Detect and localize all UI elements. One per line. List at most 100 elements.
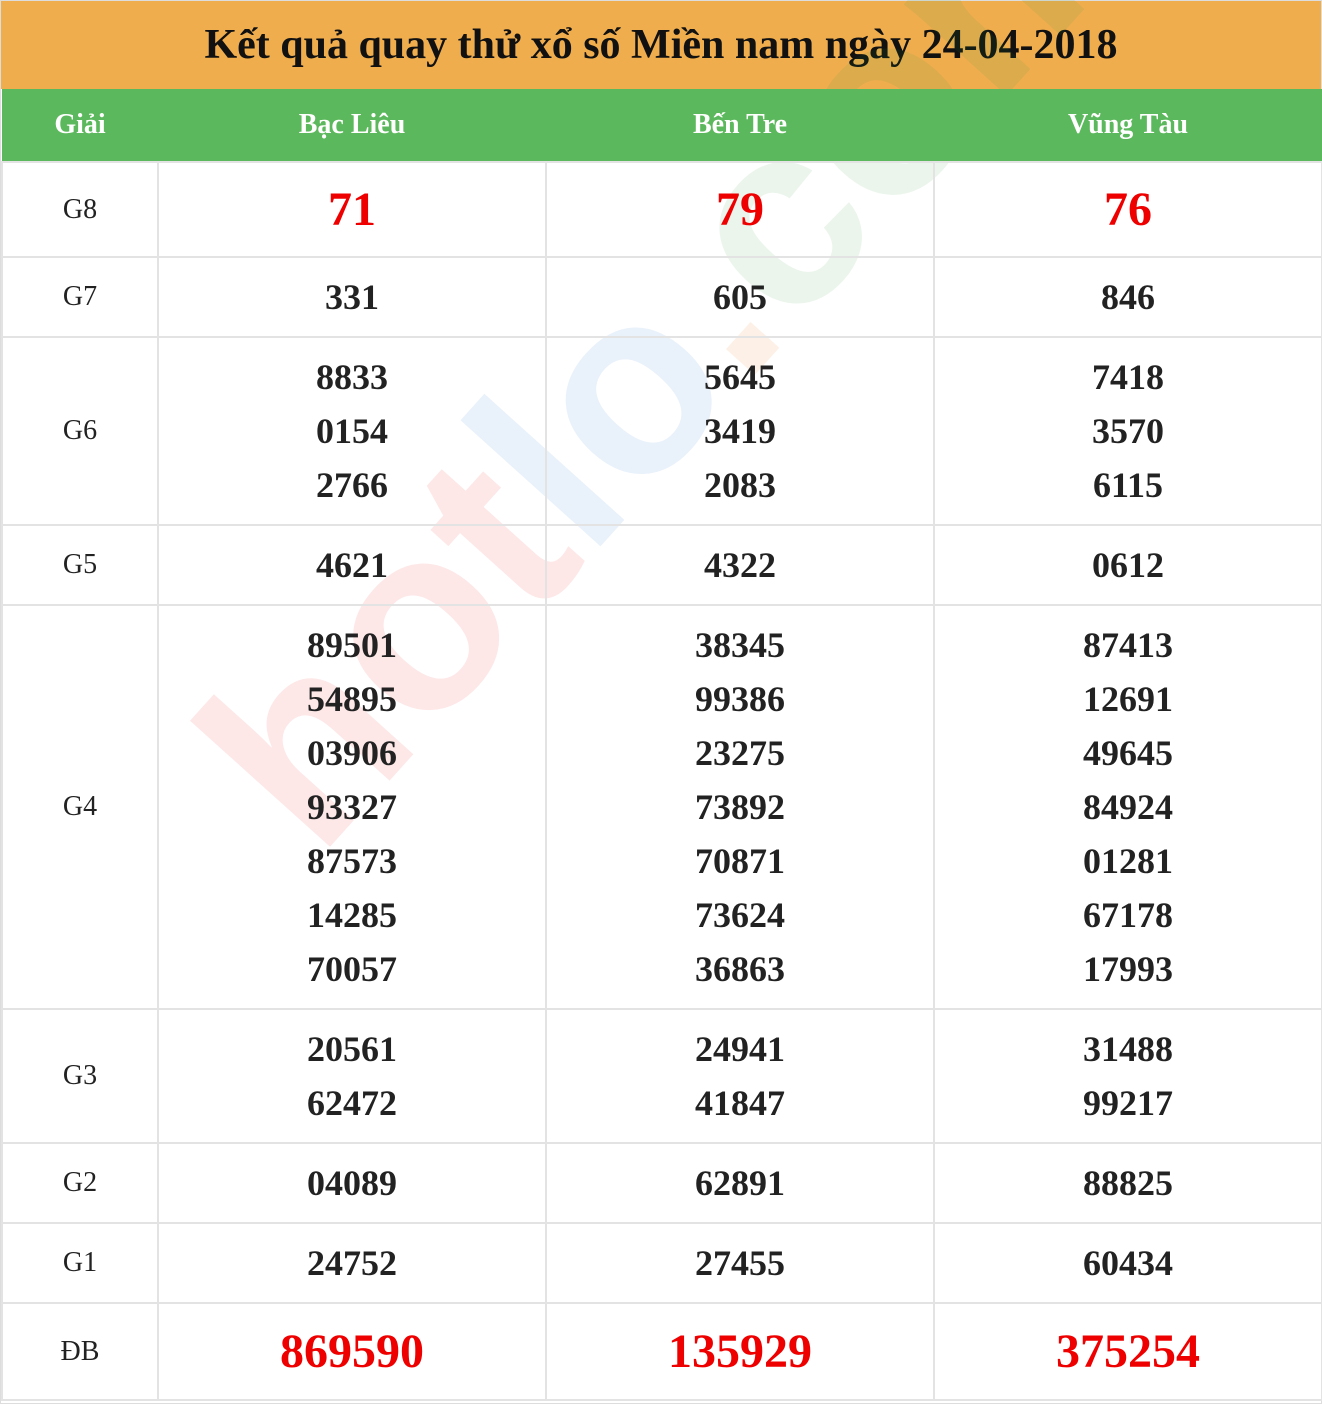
result-number: 8833 <box>316 357 388 397</box>
result-number: 7418 <box>1092 357 1164 397</box>
result-number: 38345 <box>695 625 785 665</box>
table-row: G3 20561 62472 24941 41847 31488 99217 <box>1 1008 1322 1144</box>
results-table: Giải Bạc Liêu Bến Tre Vũng Tàu G8 71 79 76 G… <box>1 89 1322 1401</box>
result-number: 24941 <box>695 1029 785 1069</box>
result-number: 89501 <box>307 625 397 665</box>
result-number: 41847 <box>695 1083 785 1123</box>
result-cell: 24941 41847 <box>545 1008 935 1144</box>
result-number: 4621 <box>316 545 388 585</box>
result-number: 76 <box>1104 182 1152 236</box>
result-number: 3419 <box>704 411 776 451</box>
prize-label: G8 <box>1 161 159 258</box>
result-number: 0612 <box>1092 545 1164 585</box>
column-header-vung-tau: Vũng Tàu <box>934 89 1322 162</box>
result-number: 99386 <box>695 679 785 719</box>
result-cell: 5645 3419 2083 <box>545 336 935 526</box>
column-header-bac-lieu: Bạc Liêu <box>158 89 546 162</box>
result-number: 73624 <box>695 895 785 935</box>
result-number: 36863 <box>695 949 785 989</box>
result-cell: 20561 62472 <box>157 1008 547 1144</box>
result-cell: 27455 <box>545 1222 935 1304</box>
result-cell: 869590 <box>157 1302 547 1401</box>
page-title: Kết quả quay thử xổ số Miền nam ngày 24-… <box>1 1 1321 89</box>
result-number: 6115 <box>1092 465 1163 505</box>
prize-label: G7 <box>1 256 159 338</box>
result-number: 73892 <box>695 787 785 827</box>
prize-label: G6 <box>1 336 159 526</box>
column-header-prize: Giải <box>2 89 158 162</box>
table-row: ĐB 869590 135929 375254 <box>1 1302 1322 1401</box>
result-cell: 76 <box>933 161 1322 258</box>
result-cell: 7418 3570 6115 <box>933 336 1322 526</box>
result-number: 49645 <box>1083 733 1173 773</box>
result-number: 93327 <box>307 787 397 827</box>
result-cell: 62891 <box>545 1142 935 1224</box>
result-number: 31488 <box>1083 1029 1173 1069</box>
result-number: 60434 <box>1083 1243 1173 1283</box>
table-row: G7 331 605 846 <box>1 256 1322 338</box>
result-number: 71 <box>328 182 376 236</box>
result-number: 04089 <box>307 1163 397 1203</box>
result-cell: 135929 <box>545 1302 935 1401</box>
result-number: 14285 <box>307 895 397 935</box>
result-number: 5645 <box>704 357 776 397</box>
special-prize-number: 135929 <box>668 1324 812 1378</box>
table-row: G6 8833 0154 2766 5645 3419 2083 7418 3570 6115 <box>1 336 1322 526</box>
result-number: 62472 <box>307 1083 397 1123</box>
result-number: 12691 <box>1083 679 1173 719</box>
result-number: 87413 <box>1083 625 1173 665</box>
result-cell: 04089 <box>157 1142 547 1224</box>
result-number: 20561 <box>307 1029 397 1069</box>
result-number: 67178 <box>1083 895 1173 935</box>
table-row: G1 24752 27455 60434 <box>1 1222 1322 1304</box>
special-prize-number: 869590 <box>280 1324 424 1378</box>
prize-label: G1 <box>1 1222 159 1304</box>
result-number: 2766 <box>316 465 388 505</box>
result-cell: 87413 12691 49645 84924 01281 67178 17993 <box>933 604 1322 1010</box>
result-cell: 31488 99217 <box>933 1008 1322 1144</box>
prize-label: G5 <box>1 524 159 606</box>
table-row: G4 89501 54895 03906 93327 87573 14285 70057 383… <box>1 604 1322 1010</box>
result-number: 54895 <box>307 679 397 719</box>
result-cell: 846 <box>933 256 1322 338</box>
prize-label: ĐB <box>1 1302 159 1401</box>
result-number: 17993 <box>1083 949 1173 989</box>
prize-label: G3 <box>1 1008 159 1144</box>
table-row: G5 4621 4322 0612 <box>1 524 1322 606</box>
result-number: 84924 <box>1083 787 1173 827</box>
result-cell: 8833 0154 2766 <box>157 336 547 526</box>
result-number: 88825 <box>1083 1163 1173 1203</box>
special-prize-number: 375254 <box>1056 1324 1200 1378</box>
result-cell: 605 <box>545 256 935 338</box>
result-number: 331 <box>325 277 379 317</box>
result-number: 605 <box>713 277 767 317</box>
result-number: 0154 <box>316 411 388 451</box>
result-number: 79 <box>716 182 764 236</box>
result-cell: 375254 <box>933 1302 1322 1401</box>
result-cell: 71 <box>157 161 547 258</box>
result-cell: 331 <box>157 256 547 338</box>
prize-label: G4 <box>1 604 159 1010</box>
result-number: 01281 <box>1083 841 1173 881</box>
prize-label: G2 <box>1 1142 159 1224</box>
column-header-ben-tre: Bến Tre <box>546 89 934 162</box>
result-number: 3570 <box>1092 411 1164 451</box>
result-number: 99217 <box>1083 1083 1173 1123</box>
result-number: 2083 <box>704 465 776 505</box>
result-number: 70057 <box>307 949 397 989</box>
result-cell: 0612 <box>933 524 1322 606</box>
result-number: 62891 <box>695 1163 785 1203</box>
header-row: Giải Bạc Liêu Bến Tre Vũng Tàu <box>2 89 1322 162</box>
result-cell: 38345 99386 23275 73892 70871 73624 36863 <box>545 604 935 1010</box>
result-cell: 24752 <box>157 1222 547 1304</box>
result-number: 846 <box>1101 277 1155 317</box>
result-number: 87573 <box>307 841 397 881</box>
table-row: G8 71 79 76 <box>1 161 1322 258</box>
result-cell: 4322 <box>545 524 935 606</box>
result-number: 23275 <box>695 733 785 773</box>
result-cell: 60434 <box>933 1222 1322 1304</box>
result-cell: 89501 54895 03906 93327 87573 14285 70057 <box>157 604 547 1010</box>
result-number: 27455 <box>695 1243 785 1283</box>
result-cell: 4621 <box>157 524 547 606</box>
